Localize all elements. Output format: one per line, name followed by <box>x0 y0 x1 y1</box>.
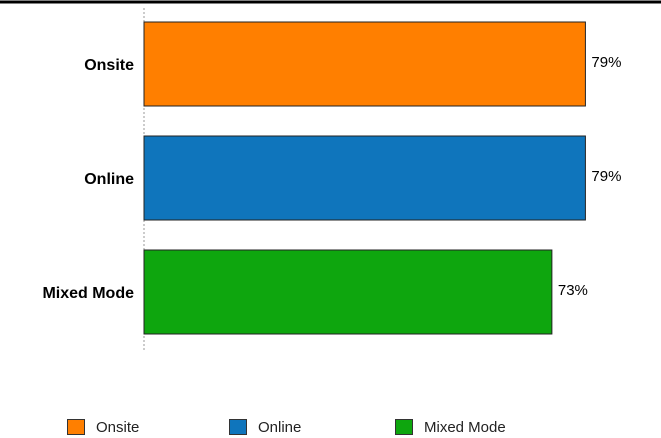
bars-group: Onsite 79% Online 79% Mixed Mode 73% <box>42 21 621 335</box>
value-label-mixed-mode: 73% <box>558 282 588 299</box>
category-label-mixed-mode: Mixed Mode <box>42 285 134 302</box>
bar-online <box>143 135 586 221</box>
legend-item-mixed-mode: Mixed Mode <box>395 416 506 438</box>
legend-swatch-mixed-mode <box>395 419 413 435</box>
bar-onsite <box>143 21 586 107</box>
value-label-onsite: 79% <box>591 54 621 71</box>
value-label-online: 79% <box>591 168 621 185</box>
legend-swatch-online <box>229 419 247 435</box>
legend: Onsite Online Mixed Mode <box>0 416 661 438</box>
legend-label-onsite: Onsite <box>96 418 140 436</box>
category-label-onsite: Onsite <box>84 57 134 74</box>
legend-item-online: Online <box>229 416 301 438</box>
category-label-online: Online <box>84 171 134 188</box>
legend-label-online: Online <box>258 418 302 436</box>
bar-mixed-mode <box>143 249 553 335</box>
legend-label-mixed-mode: Mixed Mode <box>424 418 506 436</box>
legend-swatch-onsite <box>67 419 85 435</box>
legend-item-onsite: Onsite <box>67 416 139 438</box>
